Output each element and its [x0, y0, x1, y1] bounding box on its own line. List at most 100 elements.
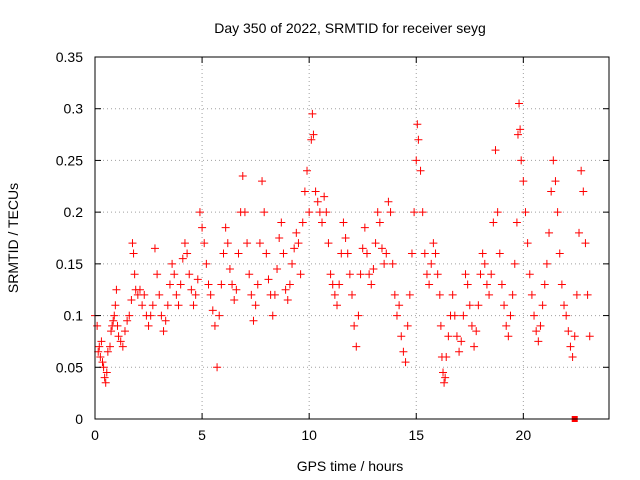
data-point — [262, 249, 271, 258]
data-point — [429, 239, 438, 248]
data-point — [384, 197, 393, 206]
data-point — [318, 218, 327, 227]
data-point — [264, 275, 273, 284]
y-tick-label: 0.3 — [64, 101, 84, 117]
data-point — [187, 285, 196, 294]
y-tick-label: 0.1 — [64, 308, 84, 324]
data-point — [255, 239, 264, 248]
data-point — [123, 316, 132, 325]
data-point — [474, 301, 483, 310]
data-point — [425, 280, 434, 289]
data-point — [313, 197, 322, 206]
data-point — [521, 208, 530, 217]
data-point — [298, 218, 307, 227]
data-point — [176, 280, 185, 289]
data-point — [281, 285, 290, 294]
data-point — [512, 218, 521, 227]
data-point — [442, 352, 451, 361]
y-axis-ticks: 0 0.05 0.1 0.15 0.2 0.25 0.3 0.35 — [56, 49, 609, 427]
data-point — [120, 327, 129, 336]
data-point — [273, 265, 282, 274]
data-point — [497, 280, 506, 289]
data-point — [542, 259, 551, 268]
data-point — [157, 311, 166, 320]
data-point — [155, 290, 164, 299]
data-point — [459, 311, 468, 320]
data-point — [213, 363, 222, 372]
data-point — [413, 120, 422, 129]
data-point — [165, 280, 174, 289]
data-point — [427, 259, 436, 268]
data-point — [358, 244, 367, 253]
data-point — [249, 316, 258, 325]
data-point — [410, 208, 419, 217]
data-point — [577, 166, 586, 175]
data-point — [230, 296, 239, 305]
data-point — [403, 321, 412, 330]
data-point — [465, 301, 474, 310]
data-point — [536, 321, 545, 330]
data-point — [275, 234, 284, 242]
data-point — [303, 166, 312, 175]
data-point — [397, 332, 406, 341]
data-point — [109, 316, 118, 325]
data-point — [277, 218, 286, 227]
data-point — [478, 249, 487, 258]
data-point — [367, 280, 376, 289]
data-point — [283, 296, 292, 305]
y-tick-label: 0.25 — [56, 152, 83, 168]
data-point — [373, 208, 382, 217]
data-point — [93, 321, 102, 330]
data-point — [440, 378, 449, 387]
data-point — [163, 301, 172, 310]
data-point — [311, 187, 320, 196]
y-tick-label: 0.2 — [64, 204, 84, 220]
data-point — [150, 244, 159, 253]
data-point — [339, 218, 348, 227]
data-point — [530, 311, 539, 320]
data-point — [161, 316, 170, 325]
data-point — [279, 249, 288, 258]
data-point — [198, 223, 207, 232]
data-point — [422, 270, 431, 279]
data-point — [238, 171, 247, 180]
data-point — [217, 280, 226, 289]
data-point — [95, 342, 104, 351]
data-point — [516, 125, 525, 134]
data-point — [354, 311, 363, 320]
data-point — [234, 249, 243, 258]
data-point — [341, 234, 350, 242]
data-point — [461, 270, 470, 279]
data-point — [130, 270, 139, 279]
data-point — [581, 239, 590, 248]
x-tick-label: 0 — [91, 427, 99, 443]
data-point — [380, 259, 389, 268]
data-point — [470, 342, 479, 351]
data-point — [515, 99, 524, 108]
data-point — [450, 311, 459, 320]
data-point — [517, 156, 526, 165]
data-point — [345, 270, 354, 279]
data-point — [433, 270, 442, 279]
data-point — [146, 311, 155, 320]
data-point — [407, 249, 416, 258]
data-point — [105, 342, 114, 351]
data-point — [534, 337, 543, 346]
data-point — [583, 290, 592, 299]
data-point — [444, 332, 453, 341]
data-point — [448, 290, 457, 299]
data-point — [140, 290, 149, 299]
data-point — [585, 332, 594, 341]
y-axis-label: SRMTID / TECUs — [5, 183, 21, 293]
data-point — [547, 187, 556, 196]
data-point — [510, 259, 519, 268]
data-point — [532, 327, 541, 336]
data-point — [568, 352, 577, 361]
data-point — [113, 321, 122, 330]
data-point — [128, 239, 137, 248]
data-point — [356, 270, 365, 279]
data-point — [395, 301, 404, 310]
data-point — [560, 301, 569, 310]
